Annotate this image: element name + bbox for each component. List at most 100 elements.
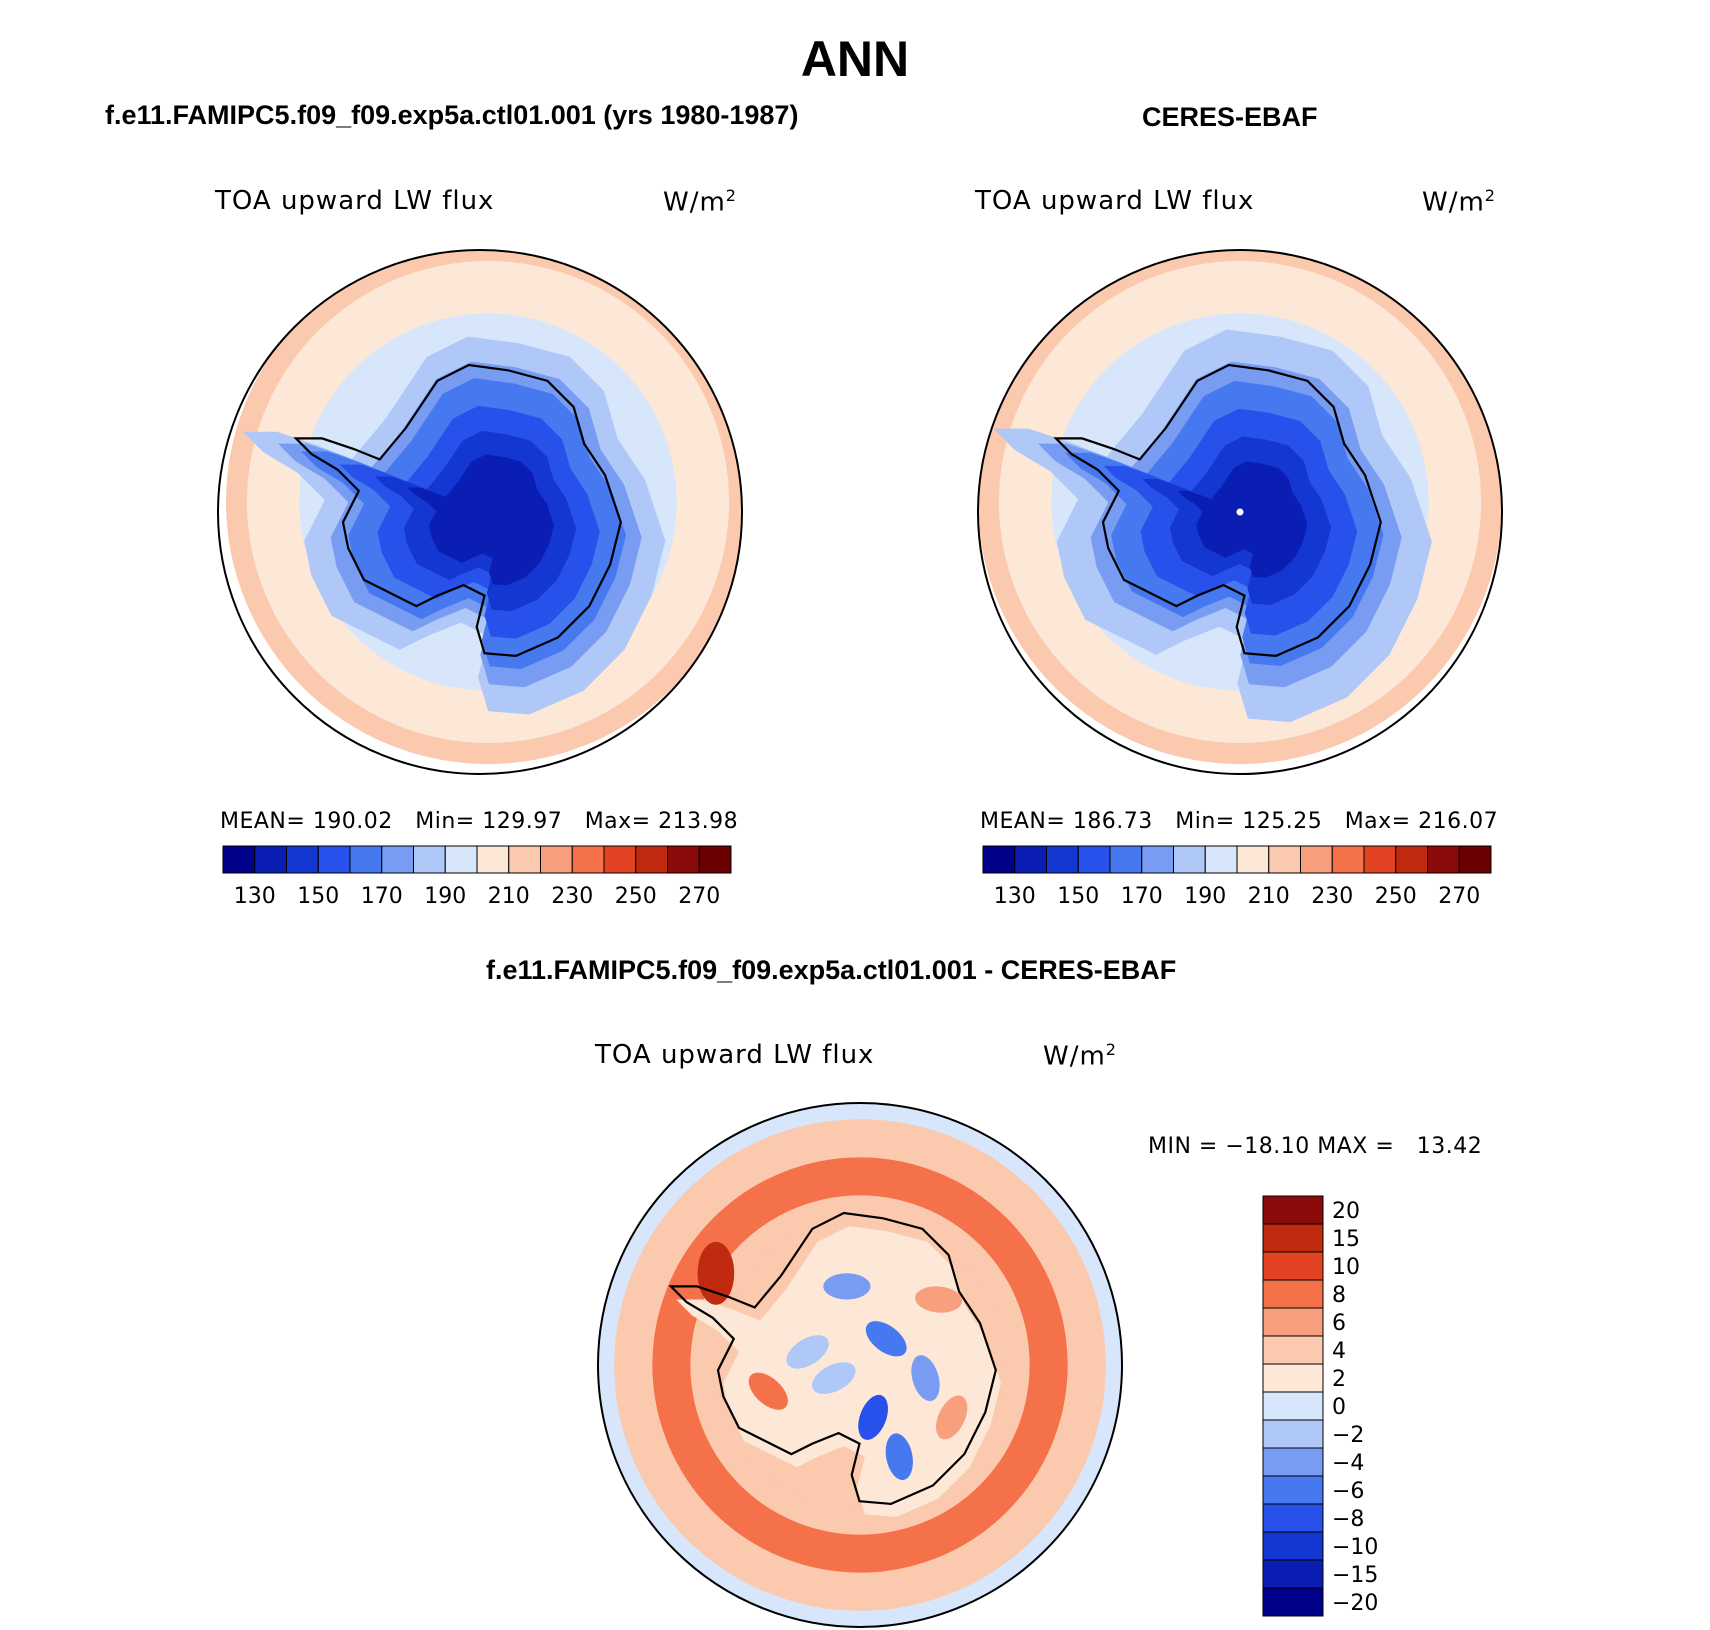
cbar1-swatch	[381, 845, 414, 874]
cbar2-swatch	[982, 845, 1016, 874]
cbar1-tick-label: 130	[234, 884, 276, 909]
map3-anomaly-patch	[823, 1273, 871, 1300]
cbar1-swatch	[286, 845, 319, 874]
cbar1-swatch	[444, 845, 478, 874]
panel-2-stats: MEAN= 186.73 Min= 125.25 Max= 216.07	[980, 809, 1499, 834]
cbar3-swatch	[1262, 1363, 1324, 1393]
cbar3-swatch	[1262, 1307, 1324, 1337]
cbar3-tick-label: −4	[1332, 1451, 1364, 1476]
map3-anomaly-patch	[885, 1433, 913, 1480]
panel-3-variable-label: TOA upward LW flux	[595, 1040, 875, 1070]
map2-coastline	[1053, 363, 1382, 658]
cbar1-tick-label: 210	[488, 884, 530, 909]
panel-1-variable-label: TOA upward LW flux	[215, 186, 495, 216]
cbar2-swatch	[1236, 845, 1270, 874]
cbar1-swatch	[540, 845, 573, 874]
cbar3-swatch	[1262, 1335, 1324, 1365]
cbar3-swatch	[1262, 1195, 1324, 1225]
cbar3-tick-label: 2	[1332, 1367, 1346, 1392]
cbar1-tick-label: 230	[551, 884, 593, 909]
cbar1-swatch	[571, 845, 605, 874]
cbar3-swatch	[1262, 1587, 1324, 1617]
cbar2-swatch	[1109, 845, 1143, 874]
cbar2-tick-label: 170	[1121, 884, 1163, 909]
cbar1-swatch	[698, 845, 732, 874]
cbar2-tick-label: 130	[994, 884, 1036, 909]
cbar1-swatch	[476, 845, 510, 874]
map3-anomaly-patch	[811, 1362, 856, 1394]
cbar1-tick-label: 270	[678, 884, 720, 909]
cbar3-swatch	[1262, 1447, 1324, 1477]
cbar1-swatch	[603, 845, 637, 874]
cbar3-tick-label: 10	[1332, 1255, 1360, 1280]
cbar3-tick-label: −15	[1332, 1563, 1378, 1588]
map3-anomaly-patch	[786, 1335, 829, 1369]
cbar1-swatch	[667, 845, 700, 874]
map3-hot-spot	[697, 1241, 735, 1305]
cbar2-tick-label: 270	[1438, 884, 1480, 909]
cbar2-swatch	[1077, 845, 1111, 874]
cbar3-swatch	[1262, 1475, 1324, 1505]
cbar2-swatch	[1363, 845, 1397, 874]
panel-2-variable-label: TOA upward LW flux	[975, 186, 1255, 216]
cbar3-tick-label: 20	[1332, 1199, 1360, 1224]
cbar2-swatch	[1300, 845, 1333, 874]
map1-map-border	[217, 249, 743, 775]
cbar2-tick-label: 190	[1184, 884, 1226, 909]
panel-1-title: f.e11.FAMIPC5.f09_f09.exp5a.ctl01.001 (y…	[105, 100, 799, 130]
panel-2-map	[977, 249, 1503, 775]
panel-3-stats: MIN = −18.10 MAX = 13.42	[1148, 1134, 1483, 1159]
map3-anomaly-patch	[915, 1286, 963, 1313]
panel-3-title: f.e11.FAMIPC5.f09_f09.exp5a.ctl01.001 - …	[486, 955, 1177, 985]
cbar3-swatch	[1262, 1391, 1324, 1421]
map2-pole-dot	[1236, 508, 1244, 516]
map3-outer-ring	[598, 1103, 1122, 1627]
cbar2-swatch	[1458, 845, 1492, 874]
cbar3-swatch	[1262, 1531, 1324, 1561]
cbar3-swatch	[1262, 1419, 1324, 1449]
map2-contour-5	[1177, 461, 1308, 578]
panel-3-units-label: W/m2	[1043, 1040, 1117, 1072]
main-title: ANN	[800, 31, 910, 87]
map3-anomaly-patch	[748, 1372, 788, 1410]
panel-1-stats: MEAN= 190.02 Min= 129.97 Max= 213.98	[220, 809, 739, 834]
cbar1-tick-label: 170	[361, 884, 403, 909]
panel-3-map	[597, 1102, 1123, 1628]
cbar2-swatch	[1014, 845, 1047, 874]
panel-1-colorbar: 130 150 170 190 210 230 250 270	[222, 845, 732, 909]
panel-2-title: CERES-EBAF	[1142, 102, 1318, 132]
cbar3-tick-label: 0	[1332, 1395, 1346, 1420]
map3-anomaly-patch	[858, 1394, 888, 1440]
cbar2-swatch	[1395, 845, 1428, 874]
map3-anomaly-patch	[911, 1355, 940, 1402]
map1-coastline	[293, 363, 622, 658]
cbar1-swatch	[222, 845, 256, 874]
map3-anomaly-patch	[865, 1321, 907, 1357]
cbar3-swatch	[1262, 1503, 1324, 1533]
cbar3-tick-label: −20	[1332, 1591, 1378, 1616]
cbar2-swatch	[1141, 845, 1174, 874]
cbar3-tick-label: 15	[1332, 1227, 1360, 1252]
cbar2-swatch	[1173, 845, 1206, 874]
cbar3-tick-label: −10	[1332, 1535, 1378, 1560]
panel-2-units-label: W/m2	[1422, 186, 1496, 218]
cbar3-swatch	[1262, 1559, 1324, 1589]
cbar1-swatch	[508, 845, 541, 874]
cbar2-swatch	[1331, 845, 1365, 874]
cbar2-tick-label: 230	[1311, 884, 1353, 909]
cbar3-tick-label: −2	[1332, 1423, 1364, 1448]
cbar1-tick-label: 250	[615, 884, 657, 909]
map3-coastline	[668, 1211, 997, 1506]
cbar2-swatch	[1204, 845, 1238, 874]
panel-1-map	[217, 249, 743, 775]
map2-map-border	[977, 249, 1503, 775]
cbar1-swatch	[317, 845, 351, 874]
cbar1-swatch	[413, 845, 446, 874]
cbar3-swatch	[1262, 1251, 1324, 1281]
map3-anomaly-patch	[936, 1395, 968, 1440]
cbar3-tick-label: −8	[1332, 1507, 1364, 1532]
cbar1-tick-label: 150	[297, 884, 339, 909]
cbar2-swatch	[1268, 845, 1301, 874]
cbar2-swatch	[1046, 845, 1079, 874]
